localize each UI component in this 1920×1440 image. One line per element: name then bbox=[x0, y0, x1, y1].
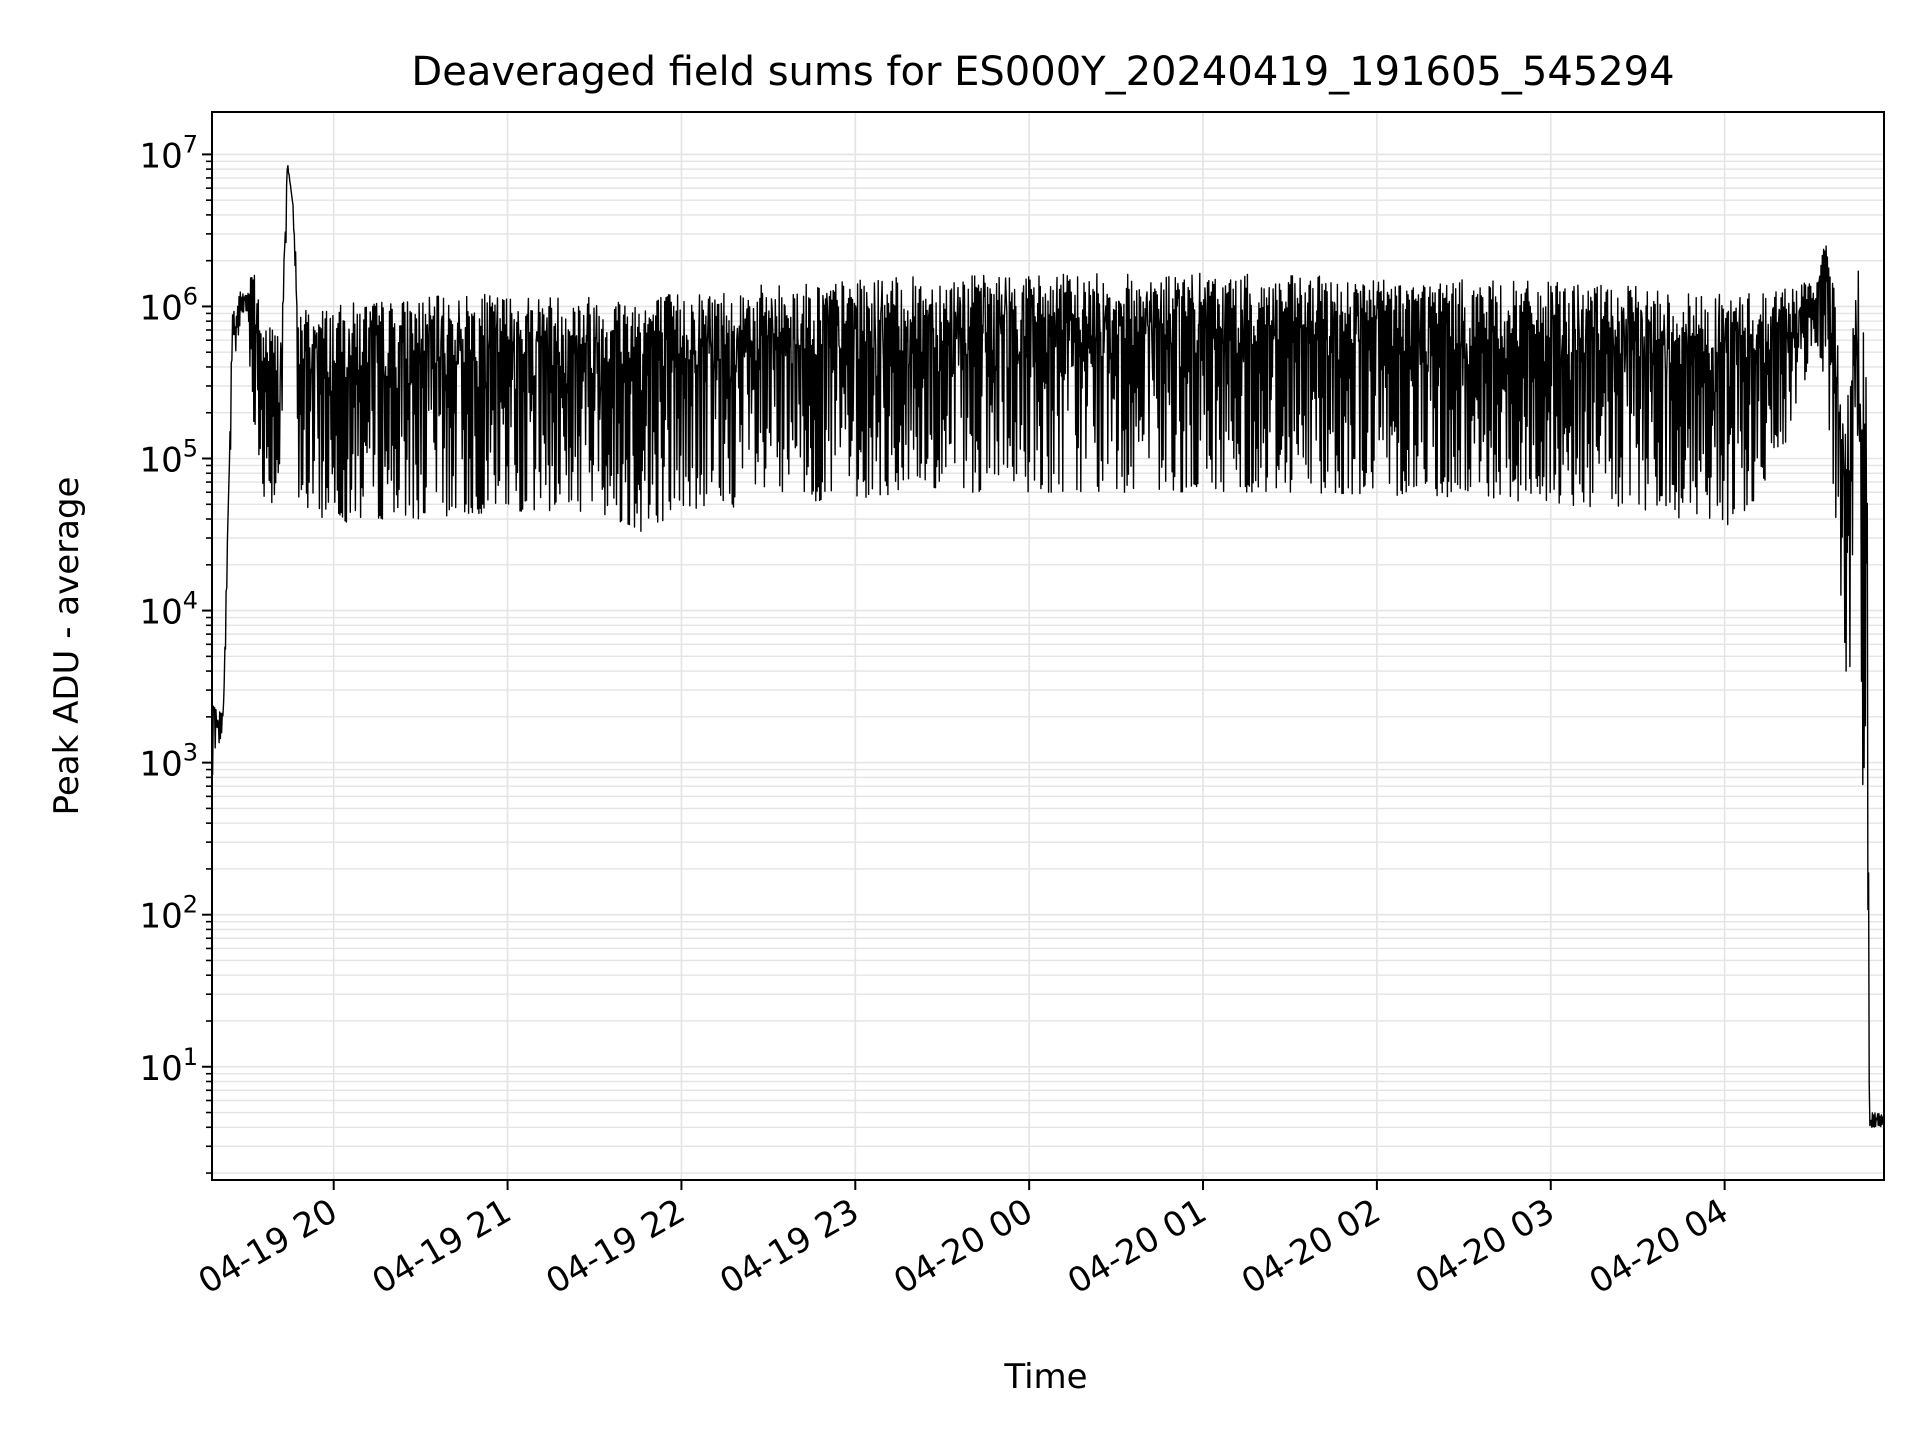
x-tick-label: 04-19 21 bbox=[366, 1191, 518, 1302]
x-tick-label: 04-20 02 bbox=[1235, 1191, 1387, 1302]
x-axis-label: Time bbox=[1003, 1357, 1087, 1397]
y-tick-label: 104 bbox=[139, 587, 198, 633]
y-tick-label: 105 bbox=[139, 435, 198, 481]
x-tick-label: 04-19 23 bbox=[713, 1191, 865, 1302]
data-line bbox=[211, 165, 1885, 1128]
grid-major-lines bbox=[212, 112, 1884, 1180]
y-axis-label: Peak ADU - average bbox=[47, 477, 87, 816]
x-tick-label: 04-19 22 bbox=[540, 1191, 692, 1302]
x-tick-label: 04-19 20 bbox=[192, 1191, 344, 1302]
y-axis: 101 102 103 104 105 106 107 bbox=[139, 130, 212, 1174]
x-axis: 04-19 20 04-19 21 04-19 22 04-19 23 04-20 00… bbox=[192, 1180, 1735, 1302]
x-tick-label: 04-20 00 bbox=[887, 1191, 1039, 1302]
y-tick-label: 103 bbox=[139, 739, 198, 785]
x-tick-label: 04-20 01 bbox=[1061, 1191, 1213, 1302]
y-tick-label: 102 bbox=[139, 891, 198, 937]
x-tick-label: 04-20 04 bbox=[1583, 1191, 1735, 1302]
y-tick-label: 106 bbox=[139, 282, 198, 328]
y-tick-label: 101 bbox=[139, 1043, 198, 1089]
y-tick-label: 107 bbox=[139, 130, 198, 176]
axes-frame bbox=[211, 111, 1885, 1181]
x-tick-label: 04-20 03 bbox=[1409, 1191, 1561, 1302]
chart-title: Deaveraged field sums for ES000Y_2024041… bbox=[411, 49, 1674, 95]
plot-area bbox=[211, 165, 1885, 1128]
